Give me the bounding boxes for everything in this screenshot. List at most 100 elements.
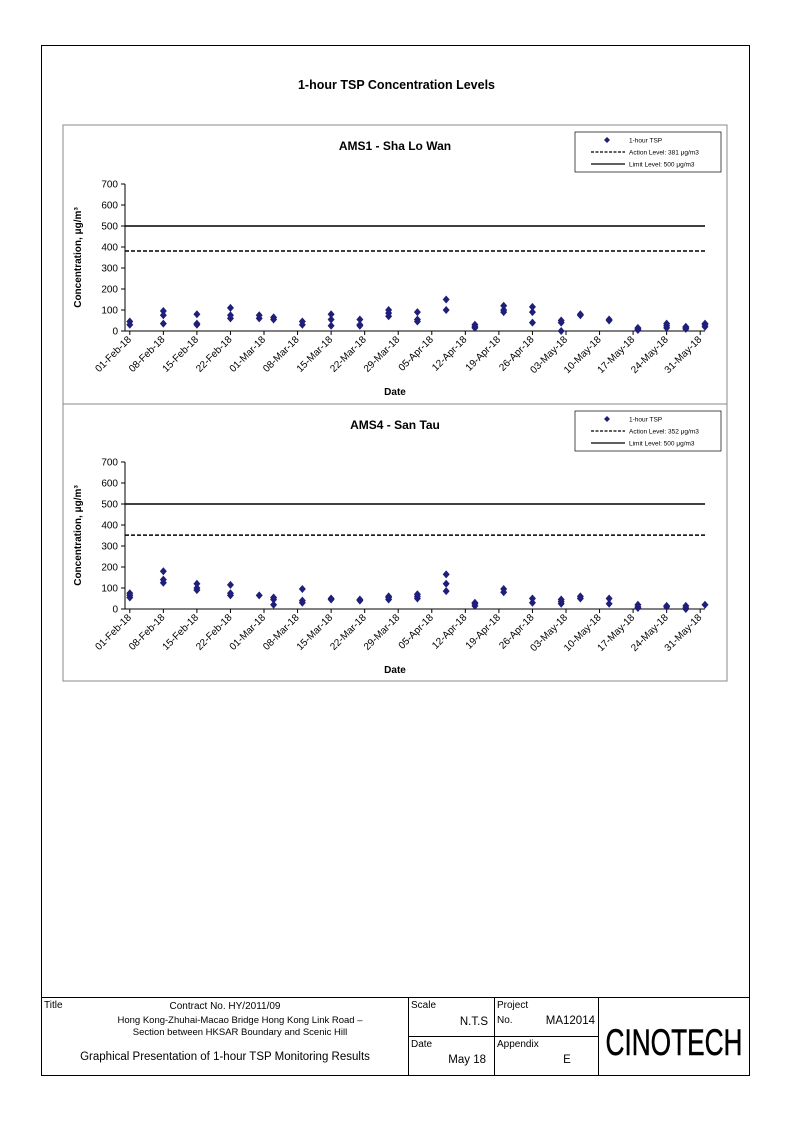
chart1-data-point bbox=[270, 313, 278, 322]
chart1-data-point bbox=[193, 319, 201, 328]
chart2-y-label: Concentration, μg/m³ bbox=[73, 485, 84, 586]
chart1-legend bbox=[574, 131, 722, 173]
chart2-data-point bbox=[605, 599, 613, 608]
chart1-data-point bbox=[701, 319, 709, 328]
chart1-y-label: Concentration, μg/m³ bbox=[73, 207, 84, 308]
chart2-data-point bbox=[298, 596, 306, 605]
chart2-data-point bbox=[576, 592, 584, 601]
chart1-data-point bbox=[327, 321, 335, 330]
chart2-data-point bbox=[413, 590, 421, 599]
chart1-x-label: Date bbox=[384, 387, 406, 398]
date-label: Date bbox=[411, 1039, 433, 1050]
chart1-data-point bbox=[159, 311, 167, 320]
chart2-legend bbox=[574, 410, 722, 452]
chart1-y-tick-label: 400 bbox=[101, 243, 118, 254]
chart1-data-point bbox=[226, 303, 234, 312]
chart1-data-point bbox=[500, 301, 508, 310]
chart2-data-point bbox=[557, 595, 565, 604]
chart1-legend-label: Action Level: 381 μg/m3 bbox=[629, 150, 699, 157]
chart2-data-point bbox=[605, 594, 613, 603]
chart1-data-point bbox=[528, 318, 536, 327]
chart1-data-point bbox=[634, 323, 642, 332]
chart2-data-point bbox=[226, 580, 234, 589]
chart1-y-tick-label: 500 bbox=[101, 222, 118, 233]
chart1-y-tick-label: 0 bbox=[112, 327, 118, 338]
chart1-legend-label: Limit Level: 500 μg/m3 bbox=[629, 162, 695, 169]
chart1-data-point bbox=[356, 315, 364, 324]
chart2-data-point bbox=[442, 587, 450, 596]
chart1-data-point bbox=[442, 295, 450, 304]
chart1-data-point bbox=[557, 316, 565, 325]
project-name-line1: Hong Kong-Zhuhai-Macao Bridge Hong Kong … bbox=[117, 1015, 363, 1026]
date-value: May 18 bbox=[448, 1054, 486, 1066]
chart2-data-point bbox=[270, 600, 278, 609]
chart2-data-point bbox=[159, 575, 167, 584]
chart1-data-point bbox=[442, 306, 450, 314]
title-cell: Title Contract No. HY/2011/09 Hong Kong-… bbox=[41, 997, 409, 1076]
company-logo-text: CINOTECH bbox=[606, 1022, 743, 1063]
chart1-data-point bbox=[413, 308, 421, 317]
drawing-title: Graphical Presentation of 1-hour TSP Mon… bbox=[80, 1051, 370, 1063]
chart1-y-tick-label: 700 bbox=[101, 180, 118, 191]
chart2-data-point bbox=[159, 567, 167, 576]
chart1-data-point bbox=[413, 315, 421, 324]
chart1-data-point bbox=[193, 310, 201, 319]
chart2-data-point bbox=[126, 589, 134, 598]
chart1-y-tick-label: 200 bbox=[101, 285, 118, 296]
chart2-y-tick-label: 400 bbox=[101, 521, 118, 532]
date-cell: Date May 18 bbox=[409, 1037, 495, 1076]
chart2-y-tick-label: 200 bbox=[101, 563, 118, 574]
chart1-data-point bbox=[576, 310, 584, 319]
chart1-data-point bbox=[557, 327, 565, 335]
chart1-data-point bbox=[682, 322, 690, 331]
chart2-data-point bbox=[327, 594, 335, 603]
chart2-data-point bbox=[298, 585, 306, 594]
chart2-y-tick-label: 0 bbox=[112, 605, 118, 616]
chart2-data-point bbox=[471, 598, 479, 607]
chart1-legend-marker bbox=[604, 137, 610, 143]
scale-label: Scale bbox=[411, 1000, 437, 1011]
chart2-y-tick-label: 600 bbox=[101, 479, 118, 490]
chart2-title: AMS4 - San Tau bbox=[350, 418, 440, 432]
chart1-data-point bbox=[255, 311, 263, 320]
chart1-data-point bbox=[126, 317, 134, 326]
chart2-y-tick-label: 100 bbox=[101, 584, 118, 595]
chart1-legend-label: 1-hour TSP bbox=[629, 138, 662, 145]
chart2-legend-label: Limit Level: 500 μg/m3 bbox=[629, 441, 695, 448]
chart1-data-point bbox=[605, 315, 613, 324]
chart2-legend-marker bbox=[604, 416, 610, 422]
chart1-data-point bbox=[471, 320, 479, 329]
scale-cell: Scale N.T.S bbox=[409, 997, 495, 1037]
chart2-data-point bbox=[442, 570, 450, 579]
chart2-data-point bbox=[701, 600, 709, 609]
page-title: 1-hour TSP Concentration Levels bbox=[297, 78, 496, 92]
chart1-data-point bbox=[663, 319, 671, 328]
chart1-data-point bbox=[500, 306, 508, 314]
chart2-data-point bbox=[356, 595, 364, 604]
chart2-data-point bbox=[385, 592, 393, 601]
chart2-y-tick-label: 500 bbox=[101, 500, 118, 511]
chart1-data-point bbox=[226, 311, 234, 320]
chart2-data-point bbox=[270, 593, 278, 602]
chart1-y-tick-label: 600 bbox=[101, 201, 118, 212]
title-block: Title Contract No. HY/2011/09 Hong Kong-… bbox=[41, 997, 750, 1076]
chart1-y-tick-label: 100 bbox=[101, 306, 118, 317]
chart1-y-tick-label: 300 bbox=[101, 264, 118, 275]
chart1-data-point bbox=[528, 302, 536, 311]
appendix-value: E bbox=[563, 1054, 571, 1066]
chart2-data-point bbox=[193, 584, 201, 592]
chart2-data-point bbox=[663, 601, 671, 610]
chart2-data-point bbox=[193, 579, 201, 588]
project-name-line2: Section between HKSAR Boundary and Sceni… bbox=[132, 1027, 348, 1038]
chart1-data-point bbox=[159, 307, 167, 316]
logo-cell: CINOTECH bbox=[599, 997, 750, 1076]
chart2-legend-label: 1-hour TSP bbox=[629, 417, 662, 424]
chart2-data-point bbox=[442, 579, 450, 588]
chart2-data-point bbox=[528, 598, 536, 607]
chart2-data-point bbox=[682, 601, 690, 610]
project-number: MA12014 bbox=[545, 1015, 595, 1027]
contract-number: Contract No. HY/2011/09 bbox=[169, 1001, 281, 1012]
appendix-cell: Appendix E bbox=[495, 1037, 599, 1076]
chart1-data-point bbox=[327, 315, 335, 324]
